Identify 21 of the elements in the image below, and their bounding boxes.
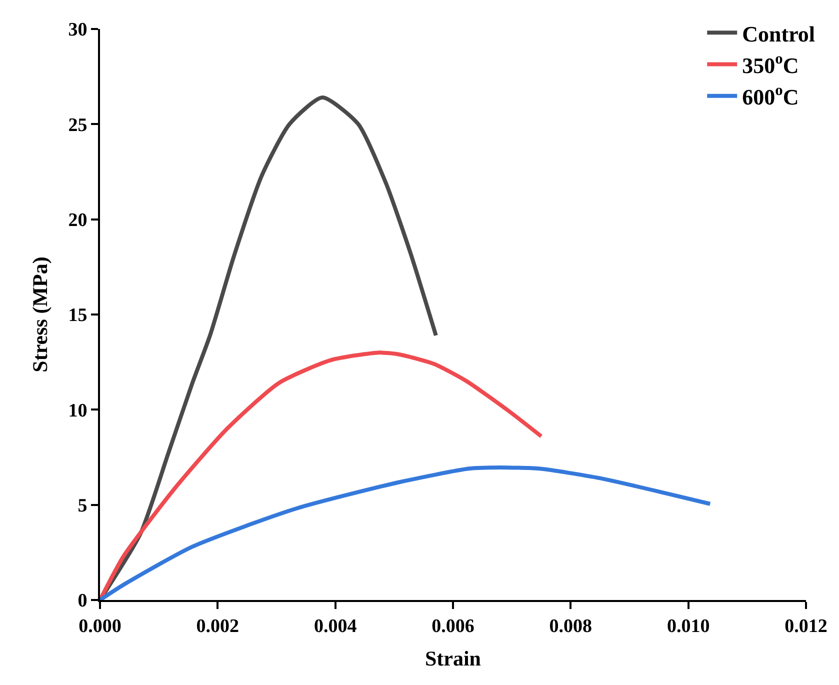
x-tick-label: 0.002 xyxy=(196,616,240,637)
y-tick-label: 20 xyxy=(68,210,88,231)
x-tick-label: 0.012 xyxy=(784,616,828,637)
y-tick-label: 15 xyxy=(68,305,88,326)
y-tick-label: 10 xyxy=(68,400,88,422)
y-tick-label: 5 xyxy=(78,495,88,516)
x-tick-label: 0.004 xyxy=(314,616,358,637)
y-tick-label: 30 xyxy=(68,20,88,41)
legend-label: Control xyxy=(742,21,816,46)
x-tick-label: 0.000 xyxy=(78,616,122,637)
x-tick-label: 0.008 xyxy=(549,616,592,637)
x-tick-label: 0.006 xyxy=(432,616,474,637)
legend-label: 600$^{o}$C xyxy=(742,82,799,110)
line-series xyxy=(100,466,712,600)
y-tick-label: 0 xyxy=(78,590,88,612)
y-axis-title: Stress (MPa) xyxy=(28,256,52,372)
x-tick-label: 0.010 xyxy=(666,616,710,637)
line-series xyxy=(100,350,544,600)
x-axis-title: Strain xyxy=(424,646,482,670)
y-tick-label: 25 xyxy=(68,114,88,136)
legend-label: 350$^{o}$C xyxy=(742,50,799,78)
